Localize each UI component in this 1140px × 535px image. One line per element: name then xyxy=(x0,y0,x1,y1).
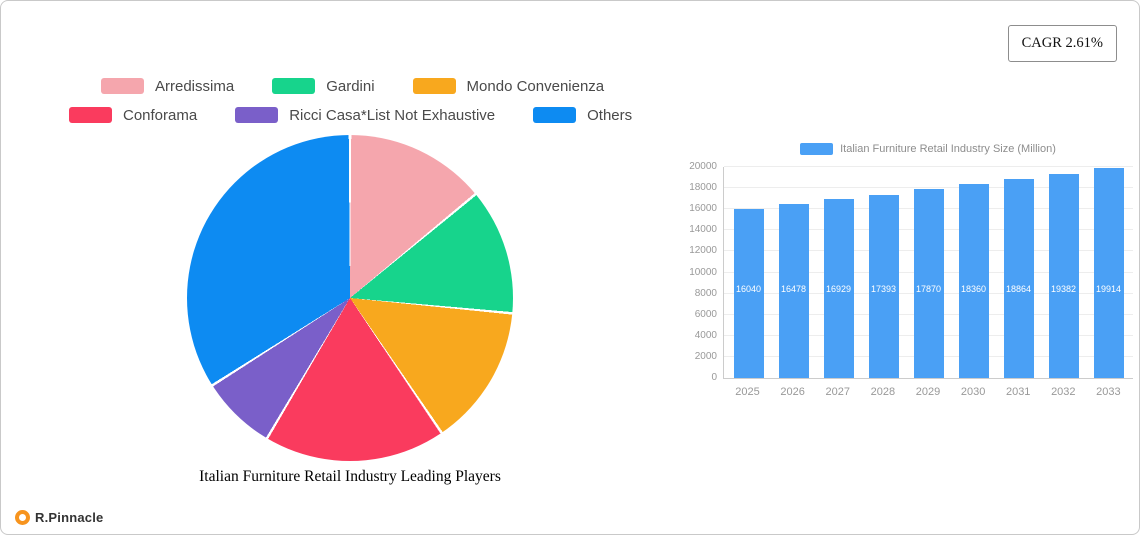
legend-label: Mondo Convenienza xyxy=(466,77,605,95)
pie-chart-title: Italian Furniture Retail Industry Leadin… xyxy=(199,468,501,485)
bar-value-label: 16478 xyxy=(780,284,807,294)
y-tick-label: 10000 xyxy=(689,266,717,278)
legend-label: Conforama xyxy=(123,106,198,124)
cagr-badge: CAGR 2.61% xyxy=(1007,25,1117,62)
x-tick-label: 2028 xyxy=(870,386,896,398)
x-axis-labels: 2025 2026 2027 2028 2029 2030 2031 2032 2033 xyxy=(723,386,1133,398)
legend-label: Arredissima xyxy=(155,77,235,95)
bar: 18360 xyxy=(958,184,989,378)
legend-label: Others xyxy=(587,106,633,124)
y-tick-label: 4000 xyxy=(694,329,717,341)
pie-chart xyxy=(187,135,513,461)
y-tick-label: 14000 xyxy=(689,224,717,236)
y-tick-label: 2000 xyxy=(694,350,717,362)
legend-item[interactable]: Ricci Casa*List Not Exhaustive xyxy=(235,107,495,124)
bar-value-label: 19914 xyxy=(1095,284,1122,294)
legend-label: Ricci Casa*List Not Exhaustive xyxy=(289,106,496,124)
x-tick-label: 2033 xyxy=(1096,386,1121,398)
bar: 16040 xyxy=(733,208,764,378)
bar: 18864 xyxy=(1003,179,1034,378)
y-tick-label: 6000 xyxy=(694,308,717,320)
y-tick-label: 8000 xyxy=(694,287,717,299)
x-tick-label: 2030 xyxy=(960,386,986,398)
bar-value-label: 18360 xyxy=(960,284,987,294)
legend-swatch xyxy=(272,78,316,94)
gridline xyxy=(724,187,1133,189)
x-tick-label: 2032 xyxy=(1051,386,1076,398)
bar: 17393 xyxy=(868,194,899,378)
bars: 16040 16478 16929 17393 17870 18360 18864 19382… xyxy=(724,167,1133,378)
legend-swatch xyxy=(101,78,144,94)
bar-chart-legend[interactable]: Italian Furniture Retail Industry Size (… xyxy=(723,141,1133,157)
x-tick-label: 2027 xyxy=(825,386,850,398)
x-tick-label: 2031 xyxy=(1005,386,1031,398)
bar: 19382 xyxy=(1048,173,1079,378)
y-tick-label: 20000 xyxy=(689,161,717,172)
bar: 19914 xyxy=(1093,167,1124,378)
bar-value-label: 16040 xyxy=(735,284,762,294)
bar-value-label: 17393 xyxy=(870,284,897,294)
brand-logo: R.Pinnacle xyxy=(15,510,103,525)
y-tick-label: 12000 xyxy=(689,245,717,257)
legend-swatch xyxy=(533,107,577,123)
bar-value-label: 17870 xyxy=(915,284,942,294)
gridline xyxy=(724,166,1133,167)
bar-legend-swatch xyxy=(800,143,834,155)
bar-value-label: 18864 xyxy=(1005,284,1032,294)
bar: 16478 xyxy=(778,204,809,378)
legend-item[interactable]: Others xyxy=(533,107,632,124)
y-axis-ticks: 0 2000 4000 6000 8000 10000 12000 14000 16000 180… xyxy=(675,162,717,383)
bar-value-label: 16929 xyxy=(825,284,852,294)
bar-plot-area: 0 2000 4000 6000 8000 10000 12000 14000 16000 180… xyxy=(689,162,1133,383)
legend-swatch xyxy=(412,78,456,94)
bar: 16929 xyxy=(823,199,854,378)
legend-item[interactable]: Mondo Convenienza xyxy=(412,77,605,95)
y-tick-label: 16000 xyxy=(689,203,717,215)
y-tick-label: 18000 xyxy=(689,182,717,194)
brand-logo-text: R.Pinnacle xyxy=(35,510,104,525)
bar-value-label: 19382 xyxy=(1050,284,1077,294)
bar: 17870 xyxy=(913,189,944,378)
pie-legend-row-1: Arredissima Gardini Mondo Convenienza xyxy=(101,75,632,97)
legend-swatch xyxy=(69,107,112,123)
legend-item[interactable]: Conforama xyxy=(69,107,197,124)
y-tick-label: 0 xyxy=(711,372,717,383)
x-tick-label: 2025 xyxy=(735,386,760,398)
bar-legend-label: Italian Furniture Retail Industry Size (… xyxy=(840,143,1056,155)
brand-logo-icon xyxy=(15,510,30,525)
pie-legend-row-2: Conforama Ricci Casa*List Not Exhaustive O… xyxy=(69,104,632,126)
x-tick-label: 2029 xyxy=(915,386,941,398)
x-tick-label: 2026 xyxy=(780,386,805,398)
legend-item[interactable]: Arredissima xyxy=(101,78,234,95)
legend-label: Gardini xyxy=(326,77,375,95)
bar-chart-section: Italian Furniture Retail Industry Size (… xyxy=(677,141,1133,398)
pie-legend: Arredissima Gardini Mondo Convenienza Conf… xyxy=(1,75,632,133)
legend-swatch xyxy=(235,107,279,123)
legend-item[interactable]: Gardini xyxy=(272,77,375,95)
